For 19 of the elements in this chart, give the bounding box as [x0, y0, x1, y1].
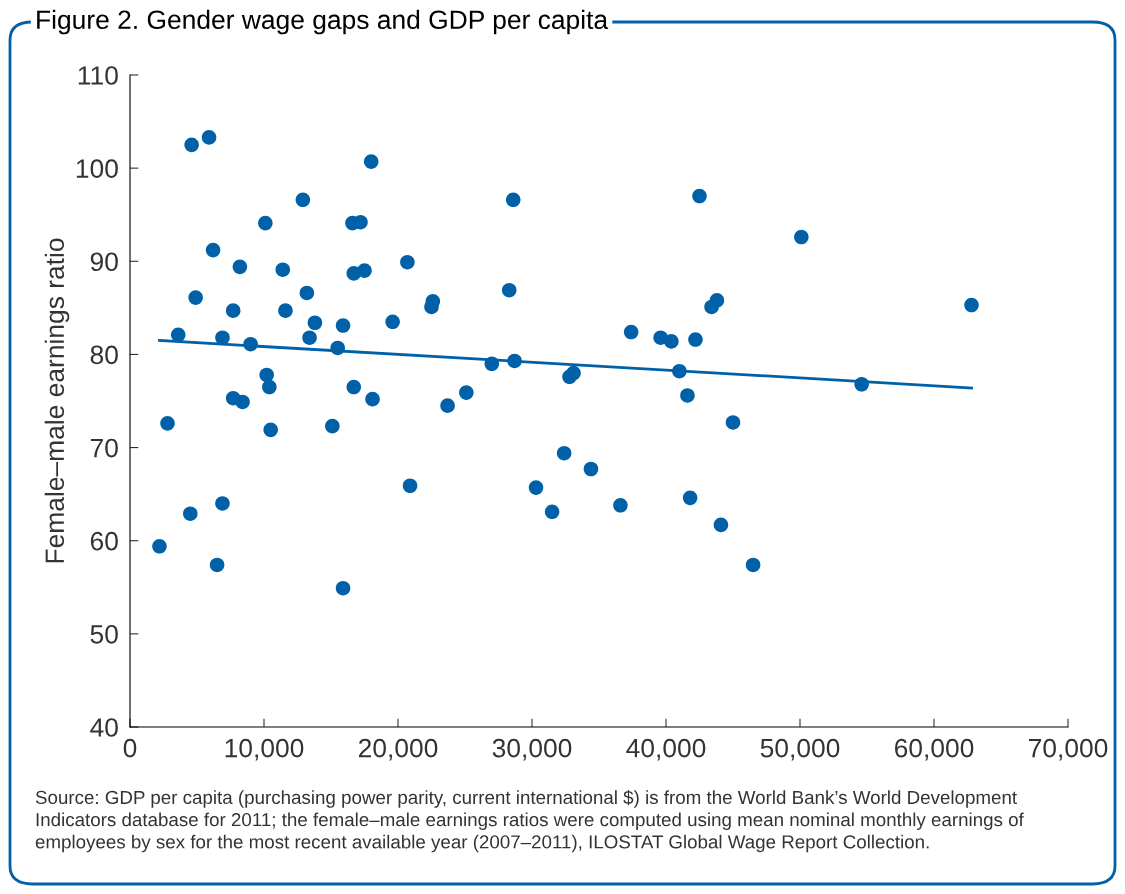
y-tick-label: 80 — [90, 345, 118, 365]
source-note: Source: GDP per capita (purchasing power parity, current international $) is from the World Bank’s World Development Indicators database for 2011; the female–male earnings ratios were computed using mean nominal monthly earnings of employees by sex for the most recent available year (2007–2011), ILOSTAT Global Wage Report Collection. — [35, 790, 1024, 853]
y-tick-label: 60 — [90, 531, 118, 551]
x-tick-label: 30,000 — [492, 738, 572, 761]
y-tick-label: 100 — [76, 159, 118, 178]
y-tick-label: 90 — [90, 252, 118, 272]
y-axis-title: Female–male earnings ratio — [44, 238, 70, 563]
y-tick-label: 110 — [78, 66, 118, 85]
x-tick-label: 60,000 — [894, 738, 974, 761]
x-tick-label: 40,000 — [626, 738, 706, 761]
x-tick-label: 70,000 — [1029, 738, 1108, 761]
y-tick-label: 40 — [90, 718, 118, 737]
x-tick-label: 50,000 — [760, 738, 840, 761]
chart-title: Figure 2. Gender wage gaps and GDP per capita — [37, 9, 609, 35]
y-tick-label: 70 — [90, 438, 118, 458]
x-tick-label: 20,000 — [358, 738, 438, 761]
x-tick-label: 10,000 — [225, 738, 304, 761]
x-tick-label: 0 — [123, 738, 137, 758]
y-tick-label: 50 — [90, 624, 118, 644]
